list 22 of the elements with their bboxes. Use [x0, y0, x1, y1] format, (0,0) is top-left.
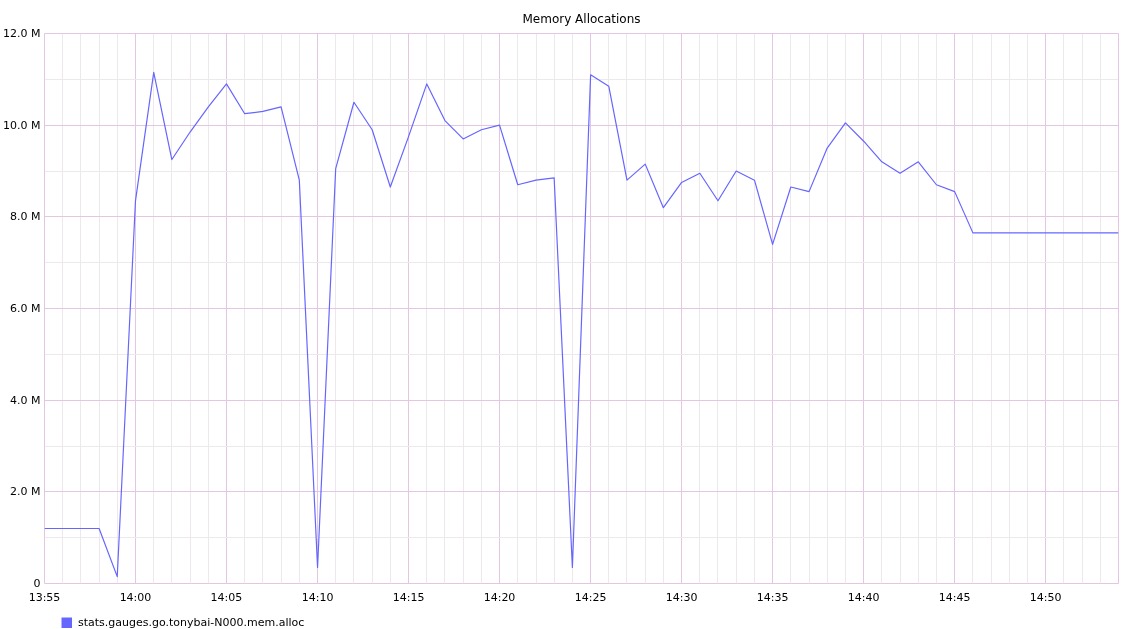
- x-tick-label: 14:40: [847, 590, 880, 604]
- y-tick-label: 12.0 M: [3, 27, 41, 40]
- y-tick-label: 10.0 M: [3, 118, 41, 132]
- x-tick-label: 14:45: [938, 590, 971, 604]
- x-tick-label: 14:50: [1029, 590, 1062, 604]
- x-tick-label: 13:55: [28, 590, 61, 604]
- x-tick-label: 14:10: [301, 590, 334, 604]
- y-tick-label: 4.0 M: [10, 393, 41, 407]
- x-tick-label: 14:20: [483, 590, 516, 604]
- y-tick-label: 0: [33, 577, 41, 590]
- x-tick-label: 14:35: [756, 590, 789, 604]
- line-series: [44, 71, 1119, 578]
- x-tick-label: 14:05: [210, 590, 243, 604]
- y-tick-label: 6.0 M: [10, 302, 41, 315]
- y-tick-label: 8.0 M: [10, 210, 41, 224]
- x-tick-label: 14:30: [665, 590, 698, 604]
- chart-title: Memory Allocations: [522, 12, 641, 26]
- x-tick-label: 14:15: [392, 590, 425, 604]
- y-tick-label: 2.0 M: [10, 485, 41, 499]
- x-tick-label: 14:25: [574, 590, 607, 604]
- legend-label: stats.gauges.go.tonybai-N000.mem.alloc: [78, 616, 305, 629]
- x-tick-label: 14:00: [119, 590, 152, 604]
